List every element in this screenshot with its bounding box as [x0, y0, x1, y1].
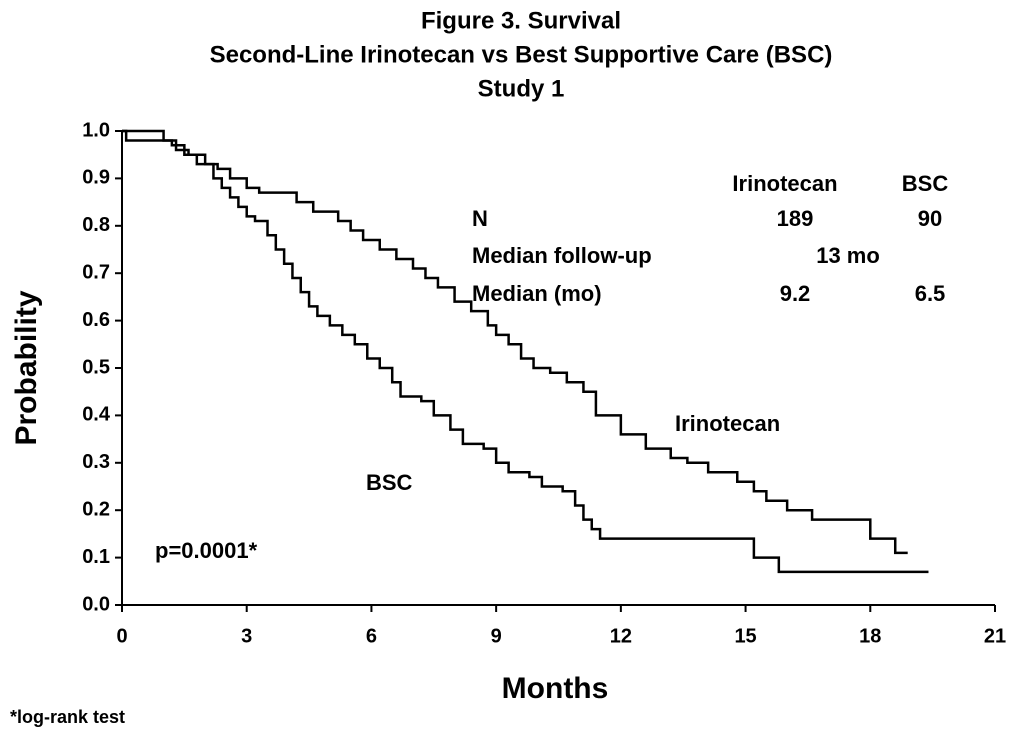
table-cell: 189 — [777, 206, 814, 231]
survival-curve — [122, 129, 908, 555]
y-tick-label: 0.8 — [82, 214, 110, 236]
y-axis-label: Probability — [10, 290, 43, 445]
table-row-label: N — [472, 206, 488, 231]
y-tick-label: 0.9 — [82, 167, 110, 189]
x-tick-label: 9 — [491, 625, 502, 647]
y-tick-label: 1.0 — [82, 119, 110, 141]
y-tick-label: 0.3 — [82, 451, 110, 473]
x-tick-label: 18 — [859, 625, 881, 647]
curve-label: BSC — [366, 470, 413, 495]
curve-label: Irinotecan — [675, 411, 780, 436]
y-tick-label: 0.0 — [82, 593, 110, 615]
footnote: *log-rank test — [10, 707, 125, 727]
y-tick-label: 0.7 — [82, 261, 110, 283]
x-tick-label: 6 — [366, 625, 377, 647]
x-tick-label: 21 — [984, 625, 1006, 647]
table-cell: 6.5 — [915, 281, 946, 306]
chart-title: Second-Line Irinotecan vs Best Supportiv… — [210, 41, 833, 68]
x-tick-label: 0 — [116, 625, 127, 647]
x-tick-label: 3 — [241, 625, 252, 647]
table-row-label: Median (mo) — [472, 281, 602, 306]
table-cell: 9.2 — [780, 281, 811, 306]
table-row-label: Median follow-up — [472, 243, 652, 268]
table-cell: 13 mo — [816, 243, 880, 268]
x-tick-label: 12 — [610, 625, 632, 647]
survival-curve — [122, 129, 929, 574]
chart-title: Figure 3. Survival — [421, 7, 621, 34]
x-tick-label: 15 — [734, 625, 756, 647]
y-tick-label: 0.1 — [82, 546, 110, 568]
x-axis-label: Months — [502, 672, 609, 705]
chart-title: Study 1 — [478, 75, 565, 102]
y-tick-label: 0.2 — [82, 498, 110, 520]
table-header: Irinotecan — [732, 171, 837, 196]
table-header: BSC — [902, 171, 949, 196]
y-tick-label: 0.5 — [82, 356, 110, 378]
table-cell: 90 — [918, 206, 942, 231]
p-value: p=0.0001* — [155, 538, 258, 563]
y-tick-label: 0.6 — [82, 309, 110, 331]
y-tick-label: 0.4 — [82, 404, 111, 426]
